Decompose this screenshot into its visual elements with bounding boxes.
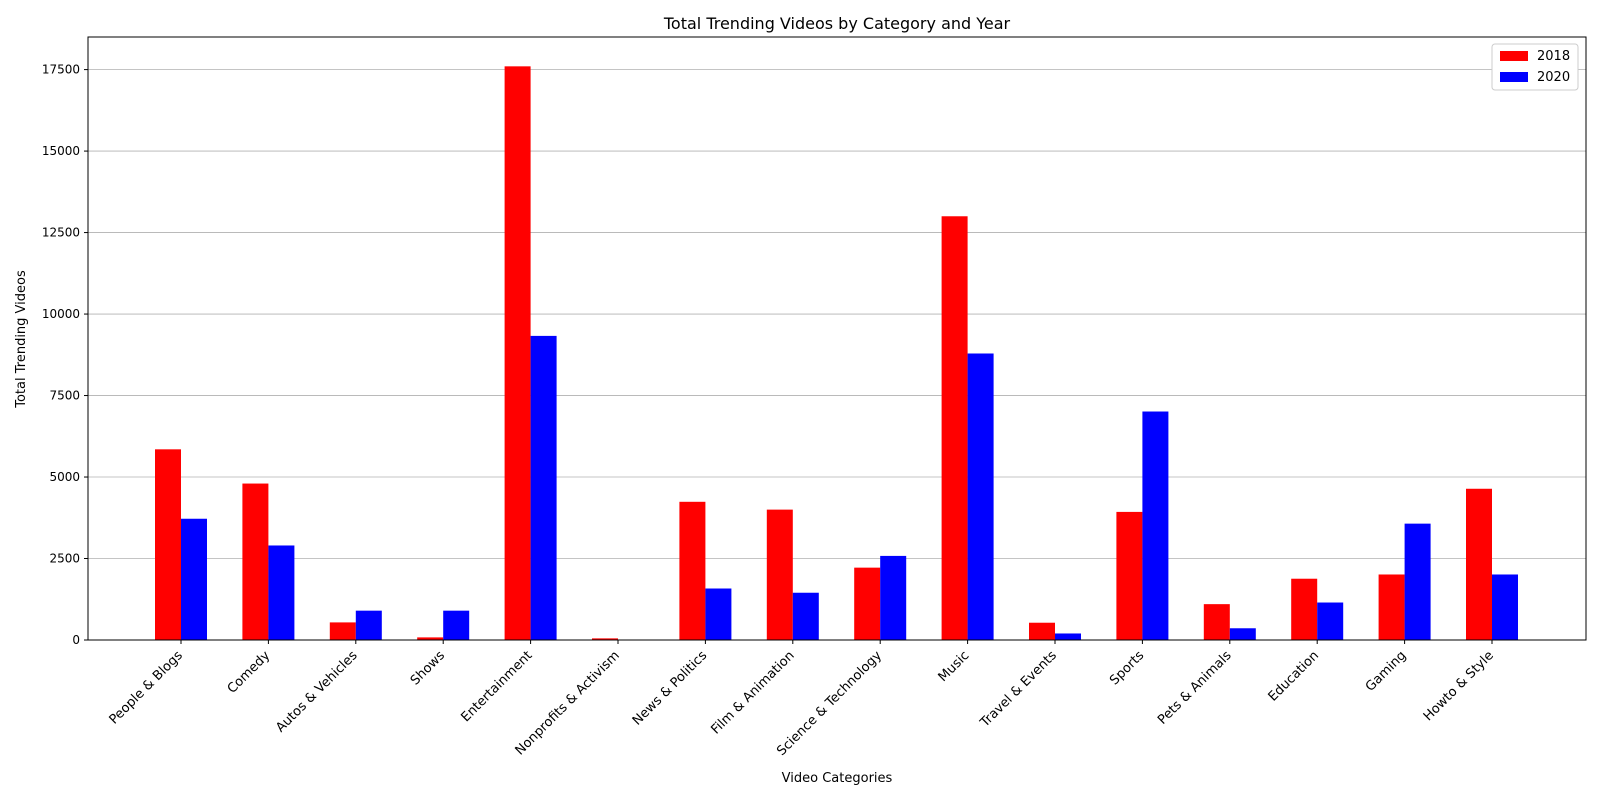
bars-group	[155, 66, 1518, 640]
bar-2018	[417, 637, 444, 640]
bar-2020	[1492, 574, 1518, 640]
bar-2018	[329, 622, 356, 640]
y-tick-label: 15000	[42, 144, 80, 158]
legend-label: 2020	[1537, 70, 1570, 85]
bar-2018	[941, 216, 968, 640]
bar-2020	[443, 610, 470, 640]
y-tick-label: 10000	[42, 307, 80, 321]
y-tick-label: 12500	[42, 226, 80, 240]
bar-2020	[1055, 633, 1081, 640]
y-axis: 0 2500 5000 7500 10000 12500 15000 17500	[42, 63, 88, 647]
bar-2018	[854, 567, 881, 640]
bar-2018	[1203, 604, 1230, 640]
bar-2018	[1466, 488, 1492, 640]
bar-2020	[1404, 523, 1431, 640]
bar-2018	[1029, 622, 1055, 640]
bar-2018	[504, 66, 531, 640]
chart-title: Total Trending Videos by Category and Ye…	[663, 14, 1011, 33]
bar-2020	[880, 555, 907, 640]
y-tick-label: 0	[72, 633, 80, 647]
y-tick-label: 2500	[49, 552, 80, 566]
y-axis-label: Total Trending Videos	[14, 270, 29, 409]
bar-2018	[766, 509, 793, 640]
bar-2020	[705, 588, 732, 640]
x-axis-label: Video Categories	[782, 771, 893, 786]
bar-2020	[1229, 628, 1256, 640]
bar-2018	[1378, 574, 1405, 640]
bar-2020	[530, 335, 557, 640]
bar-2018	[155, 449, 181, 640]
bar-2020	[967, 353, 994, 640]
y-tick-label: 17500	[42, 63, 80, 77]
bar-2018	[1291, 578, 1318, 640]
y-tick-label: 5000	[49, 470, 80, 484]
legend-swatch-2018	[1500, 51, 1528, 61]
bar-2020	[1317, 602, 1344, 640]
legend-swatch-2020	[1500, 72, 1528, 82]
bar-2020	[268, 545, 295, 640]
bar-2018	[1116, 511, 1143, 640]
bar-2020	[355, 610, 382, 640]
legend: 2018 2020	[1491, 43, 1579, 91]
bar-2018	[592, 638, 618, 640]
bar-2020	[1142, 411, 1169, 640]
bar-2020	[181, 518, 207, 640]
plot-area-frame	[87, 36, 1587, 641]
y-tick-label: 7500	[49, 389, 80, 403]
legend-label: 2018	[1537, 49, 1570, 64]
bar-2018	[679, 501, 706, 640]
bar-2020	[792, 592, 819, 640]
bar-2018	[242, 483, 269, 640]
